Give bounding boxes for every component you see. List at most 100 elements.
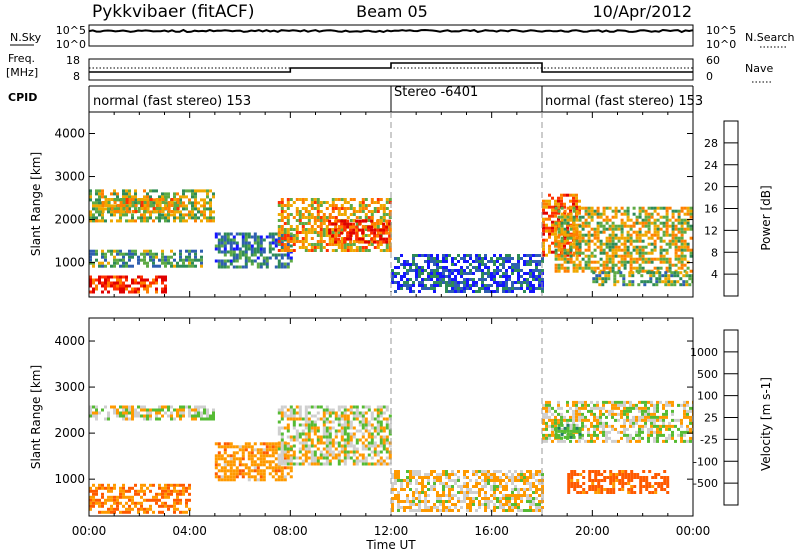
heatmap-cell (680, 251, 684, 255)
heatmap-cell (295, 438, 299, 442)
heatmap-cell (373, 426, 377, 430)
heatmap-cell (352, 447, 356, 451)
heatmap-cell (529, 497, 532, 500)
heatmap-cell (149, 498, 152, 502)
heatmap-cell (229, 250, 233, 254)
heatmap-cell (487, 506, 490, 509)
heatmap-cell (560, 199, 563, 203)
heatmap-cell (143, 195, 146, 199)
heatmap-cell (226, 469, 230, 473)
heatmap-cell (131, 417, 134, 421)
heatmap-cell (155, 210, 158, 214)
heatmap-cell (526, 497, 529, 500)
heatmap-cell (304, 210, 308, 213)
heatmap-cell (316, 405, 320, 409)
heatmap-cell (265, 442, 269, 446)
heatmap-cell (627, 491, 631, 494)
heatmap-cell (590, 227, 594, 231)
heatmap-cell (445, 485, 448, 488)
heatmap-cell (466, 284, 469, 287)
heatmap-cell (212, 408, 215, 412)
heatmap-cell (280, 426, 284, 430)
heatmap-cell (298, 216, 302, 219)
heatmap-cell (593, 233, 597, 237)
heatmap-cell (674, 209, 678, 213)
heatmap-cell (587, 206, 591, 210)
heatmap-cell (641, 260, 645, 264)
heatmap-cell (388, 441, 392, 445)
heatmap-cell (686, 212, 690, 216)
heatmap-cell (361, 447, 365, 451)
heatmap-cell (581, 236, 585, 240)
heatmap-cell (638, 233, 642, 237)
heatmap-cell (134, 192, 137, 196)
heatmap-cell (599, 412, 602, 416)
heatmap-cell (588, 488, 592, 491)
heatmap-cell (409, 263, 412, 266)
heatmap-cell (379, 456, 383, 460)
heatmap-cell (598, 283, 602, 287)
heatmap-cell (244, 235, 248, 239)
heatmap-cell (427, 257, 430, 260)
heatmap-cell (572, 266, 576, 270)
heatmap-cell (289, 414, 293, 418)
heatmap-cell (188, 408, 191, 412)
heatmap-cell (253, 232, 257, 236)
heatmap-cell (627, 479, 631, 482)
heatmap-cell (557, 435, 561, 439)
heatmap-cell (582, 491, 586, 494)
heatmap-cell (179, 417, 182, 421)
heatmap-cell (632, 239, 636, 243)
heatmap-cell (575, 233, 579, 237)
heatmap-cell (182, 411, 185, 415)
heatmap-cell (596, 415, 599, 419)
heatmap-cell (101, 492, 104, 496)
heatmap-cell (689, 251, 693, 255)
heatmap-cell (632, 245, 636, 249)
heatmap-cell (188, 507, 191, 511)
heatmap-cell (301, 207, 305, 210)
heatmap-cell (466, 506, 469, 509)
heatmap-cell (191, 210, 194, 214)
heatmap-cell (626, 236, 630, 240)
heatmap-cell (421, 269, 424, 272)
heatmap-cell (352, 459, 356, 463)
heatmap-cell (250, 445, 254, 449)
heatmap-cell (259, 244, 263, 248)
heatmap-cell (343, 456, 347, 460)
heatmap-cell (677, 427, 680, 431)
heatmap-cell (508, 254, 511, 257)
heatmap-cell (611, 269, 615, 273)
heatmap-cell (659, 257, 663, 261)
heatmap-cell (572, 253, 575, 257)
heatmap-cell (182, 261, 185, 265)
heatmap-cell (343, 222, 347, 226)
heatmap-cell (280, 414, 284, 418)
heatmap-cell (680, 433, 683, 437)
heatmap-cell (689, 427, 692, 431)
heatmap-cell (520, 488, 523, 491)
heatmap-cell (650, 242, 654, 246)
heatmap-cell (173, 201, 176, 205)
heatmap-cell (146, 507, 149, 511)
heatmap-cell (376, 243, 380, 246)
heatmap-cell (535, 491, 538, 494)
heatmap-cell (597, 470, 601, 473)
heatmap-cell (671, 433, 674, 437)
heatmap-cell (235, 445, 239, 449)
heatmap-cell (554, 211, 557, 215)
heatmap-cell (614, 403, 617, 407)
heatmap-cell (596, 421, 599, 425)
heatmap-cell (581, 269, 585, 273)
heatmap-cell (599, 248, 603, 252)
heatmap-cell (626, 224, 630, 228)
heatmap-cell (569, 415, 572, 419)
heatmap-cell (310, 414, 314, 418)
heatmap-cell (352, 213, 356, 216)
heatmap-cell (313, 432, 317, 436)
heatmap-cell (581, 233, 585, 237)
heatmap-cell (361, 249, 365, 252)
heatmap-cell (340, 435, 344, 439)
heatmap-cell (650, 251, 654, 255)
heatmap-cell (104, 195, 107, 199)
